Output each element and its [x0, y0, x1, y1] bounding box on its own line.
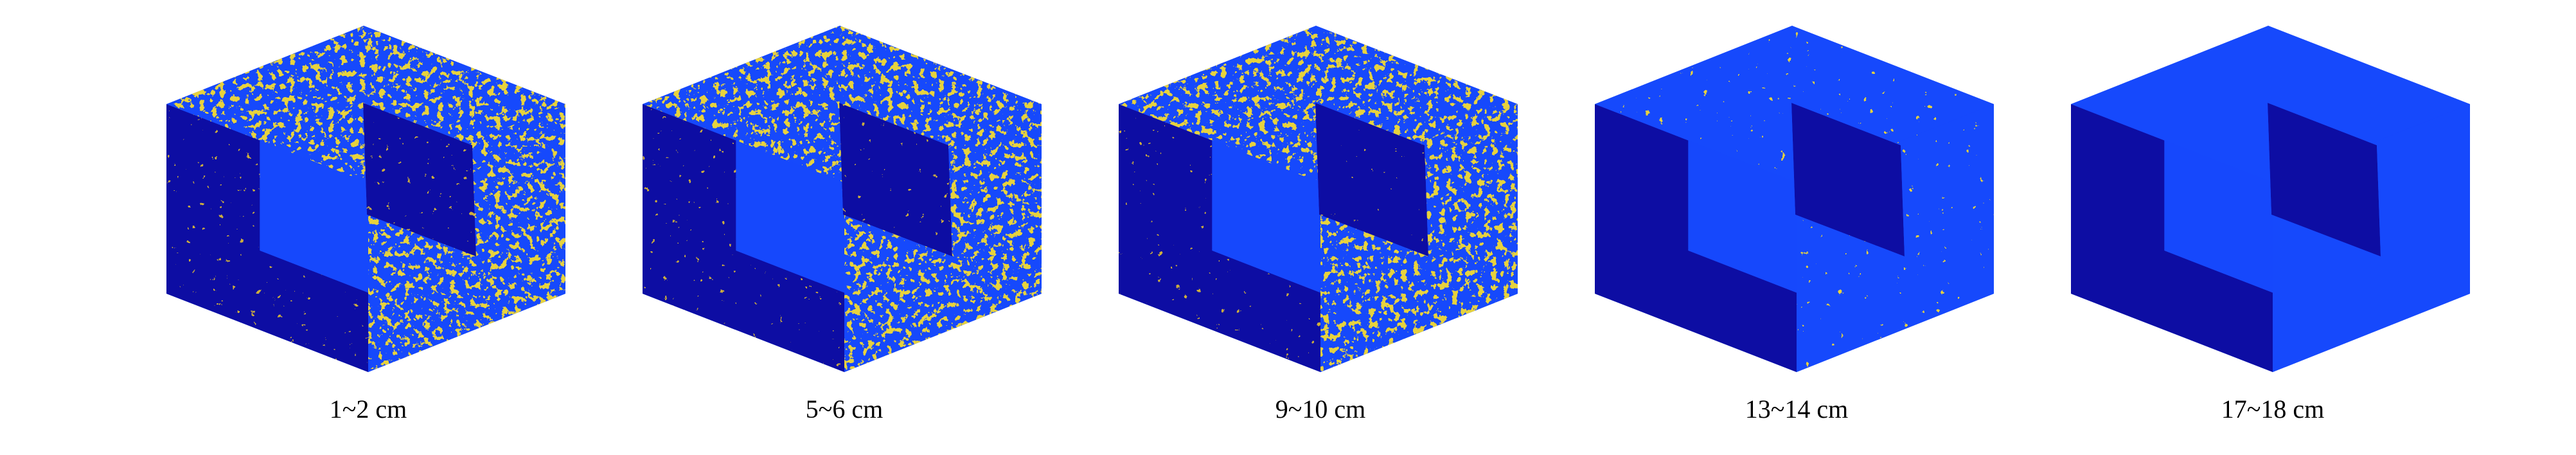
svg-text:1~2 cm: 1~2 cm [330, 395, 407, 424]
svg-text:9~10 cm: 9~10 cm [1275, 395, 1366, 424]
svg-text:5~6 cm: 5~6 cm [806, 395, 884, 424]
svg-text:13~14 cm: 13~14 cm [1745, 395, 1849, 424]
svg-text:17~18 cm: 17~18 cm [2221, 395, 2325, 424]
